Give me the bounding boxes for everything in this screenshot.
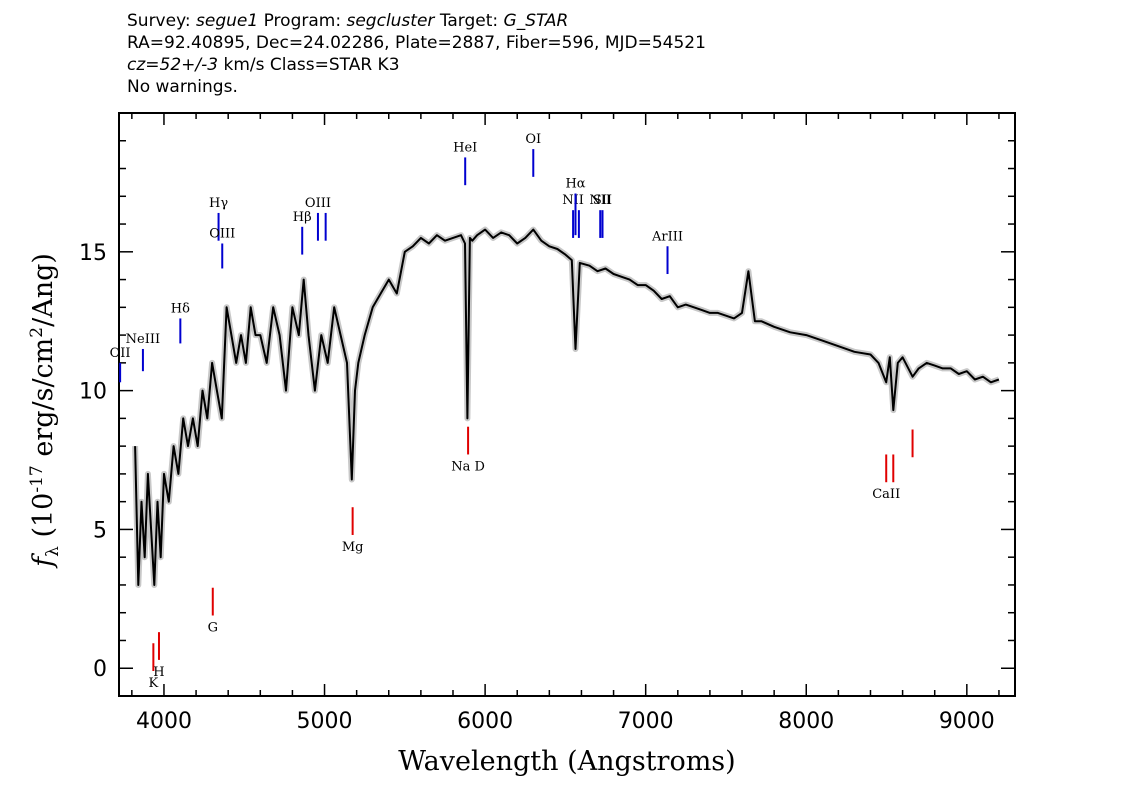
x-tick-label: 7000 xyxy=(618,709,674,734)
y-axis-suffix: /Ang) xyxy=(28,253,59,327)
line-marker-label: NII xyxy=(589,193,611,208)
flux-error-band xyxy=(132,226,1000,588)
x-axis-title: Wavelength (Angstroms) xyxy=(398,746,735,777)
x-axis: 4000 5000 6000 7000 8000 9000 xyxy=(131,113,1000,734)
y-axis-units: erg/s/cm xyxy=(28,338,59,466)
x-tick-label: 8000 xyxy=(778,709,834,734)
x-tick-label: 9000 xyxy=(939,709,995,734)
line-marker-label: Na D xyxy=(451,459,485,474)
target-label: Target: xyxy=(439,11,499,31)
x-tick-label: 6000 xyxy=(457,709,513,734)
y-axis-subscript: λ xyxy=(43,546,63,557)
y-tick-label: 0 xyxy=(93,657,107,682)
y-axis-exponent: -17 xyxy=(27,465,47,492)
line-marker-label: Hδ xyxy=(171,301,190,316)
program-label: Program: xyxy=(263,11,342,31)
line-marker-label: CaII xyxy=(872,487,900,502)
line-marker-label: NII xyxy=(562,193,584,208)
line-marker-label: OIII xyxy=(305,196,331,211)
line-marker-label: NeIII xyxy=(126,332,160,347)
line-marker-label: Mg xyxy=(342,540,364,555)
header-line-redshift: cz=52+/-3 km/s Class=STAR K3 xyxy=(127,54,706,76)
line-marker-label: Hγ xyxy=(209,196,228,211)
line-marker-label: K xyxy=(149,676,159,691)
header-line-coordinates: RA=92.40895, Dec=24.02286, Plate=2887, F… xyxy=(127,33,706,53)
line-marker-label: ArIII xyxy=(651,229,683,244)
plot-frame xyxy=(118,112,1016,697)
survey-value: segue1 xyxy=(196,11,259,31)
y-tick-label: 10 xyxy=(79,380,107,405)
line-marker-label: G xyxy=(208,620,218,635)
program-value: segcluster xyxy=(346,11,435,31)
survey-label: Survey: xyxy=(127,11,191,31)
line-marker-label: Hβ xyxy=(293,210,312,225)
x-tick-label: 5000 xyxy=(297,709,353,734)
header-line-warnings: No warnings. xyxy=(127,77,238,97)
line-marker-label: OIII xyxy=(209,226,235,241)
emission-absorption-lines: OIINeIIIHδHγOIIIHβOIIIHeIOINIIHαNIISIIAr… xyxy=(110,132,914,691)
class-text: km/s Class=STAR K3 xyxy=(218,55,400,75)
header-line-survey: Survey: segue1 Program: segcluster Targe… xyxy=(127,10,706,32)
y-axis-title: fλ (10-17 erg/s/cm2/Ang) xyxy=(27,253,63,569)
line-marker-label: OII xyxy=(110,346,131,361)
y-axis-symbol: f xyxy=(28,553,59,569)
cz-value: cz=52+/-3 xyxy=(127,55,219,75)
spectrum-series xyxy=(132,226,1000,588)
y-tick-label: 5 xyxy=(93,518,107,543)
x-tick-label: 4000 xyxy=(136,709,192,734)
y-axis-exponent-2: 2 xyxy=(27,327,47,338)
line-marker-label: HeI xyxy=(453,140,477,155)
line-marker-label: H xyxy=(153,665,164,680)
spectrum-header: Survey: segue1 Program: segcluster Targe… xyxy=(127,10,706,98)
y-axis-prefix: (10 xyxy=(28,493,59,546)
target-value: G_STAR xyxy=(503,11,569,31)
line-marker-label: SII xyxy=(593,193,612,208)
y-axis: 0 5 10 15 xyxy=(79,140,1015,682)
y-tick-label: 15 xyxy=(79,241,107,266)
line-marker-label: Hα xyxy=(565,177,585,192)
flux-series-line xyxy=(134,228,1000,586)
line-marker-label: OI xyxy=(525,132,541,147)
